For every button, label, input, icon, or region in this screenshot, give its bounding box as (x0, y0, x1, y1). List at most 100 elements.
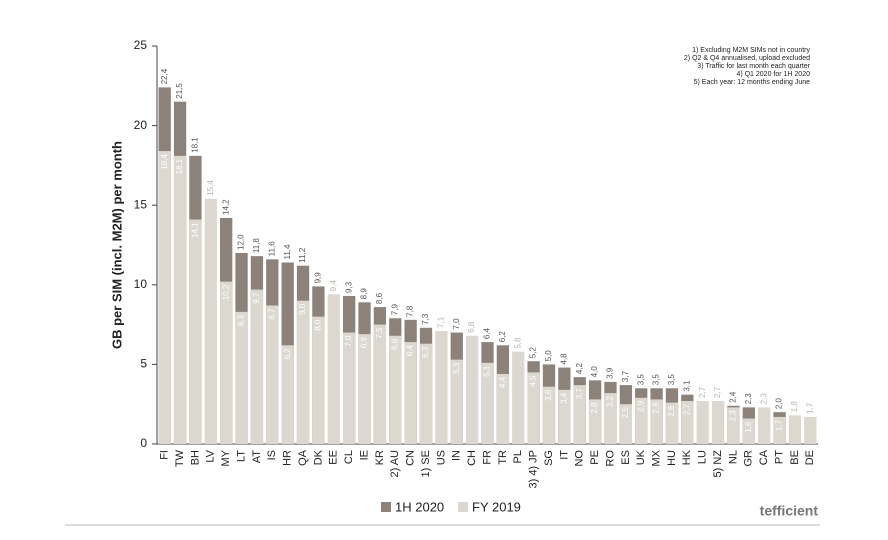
bar (220, 281, 233, 444)
x-tick-label: DK (312, 449, 324, 465)
x-tick-label: ES (620, 450, 632, 465)
value-label: 3,7 (575, 388, 584, 400)
value-label: 6,2 (498, 331, 507, 343)
value-label: 3,7 (621, 370, 630, 382)
value-label: 7,3 (421, 313, 430, 325)
value-label: 2,3 (729, 410, 738, 422)
x-tick-label: CL (343, 450, 355, 464)
x-tick-label: CA (758, 449, 770, 465)
value-label: 7,9 (390, 304, 399, 316)
value-label: 7,0 (452, 318, 461, 330)
value-label: 11,6 (267, 241, 276, 257)
value-label: 1,8 (790, 401, 799, 413)
bar (435, 330, 448, 444)
x-tick-label: 1) SE (420, 450, 432, 478)
value-label: 2,3 (744, 393, 753, 405)
bar (619, 404, 632, 444)
value-label: 21,5 (175, 83, 184, 99)
bar (696, 401, 709, 444)
value-label: 10,2 (221, 284, 230, 300)
value-label: 5,3 (452, 362, 461, 374)
bar (373, 324, 387, 444)
bar (266, 305, 279, 444)
bar (358, 334, 371, 444)
bar (681, 401, 694, 444)
value-label: 14,2 (221, 199, 230, 215)
value-label: 11,2 (298, 247, 307, 263)
x-tick-label: LU (697, 450, 709, 464)
x-tick-label: AT (251, 450, 263, 464)
bar (773, 416, 786, 444)
annotation: 4) Q1 2020 for 1H 2020 (736, 71, 810, 78)
annotation: 2) Q2 & Q4 annualised, upload excluded (684, 55, 810, 62)
bar (281, 345, 294, 444)
bar (189, 219, 202, 444)
annotation: 3) Traffic for last month each quarter (697, 63, 810, 70)
bar (204, 198, 217, 444)
value-label: 6,4 (483, 327, 492, 339)
value-label: 2,9 (636, 400, 645, 412)
y-tick-label: 15 (134, 197, 148, 211)
value-label: 9,9 (314, 272, 323, 284)
bar (465, 335, 479, 444)
value-label: 11,4 (283, 244, 292, 260)
value-label: 6,8 (390, 338, 399, 350)
value-label: 8,6 (375, 292, 384, 304)
value-label: 7,0 (344, 335, 353, 347)
value-label: 6,3 (421, 346, 430, 358)
bar (727, 407, 740, 444)
bar (758, 407, 771, 444)
bar (650, 399, 663, 444)
value-label: 6,4 (406, 345, 415, 357)
value-label: 5,2 (529, 347, 538, 359)
legend-label: 1H 2020 (395, 499, 444, 514)
bar (588, 399, 602, 444)
x-tick-label: LT (235, 450, 247, 462)
bar (450, 359, 463, 444)
bar (542, 386, 556, 444)
annotation: 5) Each year: 12 months ending June (694, 79, 810, 86)
y-tick-label: 5 (140, 357, 147, 371)
bar (711, 401, 725, 444)
value-label: 9,3 (344, 281, 353, 293)
y-axis-label: GB per SIM (incl. M2M) per month (109, 141, 124, 349)
x-tick-label: IN (451, 450, 463, 461)
value-label: 9,4 (329, 280, 338, 292)
x-tick-label: IT (558, 450, 570, 460)
annotation: 1) Excluding M2M SIMs not in country (692, 47, 810, 54)
value-label: 2,7 (682, 403, 691, 415)
x-tick-label: PE (589, 450, 601, 465)
x-tick-label: FI (159, 450, 171, 460)
bar (327, 294, 340, 444)
value-label: 12,0 (237, 234, 246, 250)
x-tick-label: US (435, 450, 447, 465)
value-label: 7,8 (406, 305, 415, 317)
x-tick-label: RO (604, 450, 616, 467)
value-label: 2,6 (667, 405, 676, 417)
x-tick-label: EE (328, 450, 340, 465)
value-label: 11,8 (252, 238, 261, 254)
x-tick-label: 2) AU (389, 450, 401, 478)
value-label: 6,9 (360, 337, 369, 349)
x-tick-label: MX (650, 449, 662, 466)
x-tick-label: TW (174, 449, 186, 467)
x-tick-label: IS (266, 450, 278, 460)
value-label: 7,1 (436, 316, 445, 328)
legend-swatch (458, 502, 468, 512)
x-tick-label: HU (666, 450, 678, 466)
value-label: 18,1 (191, 137, 200, 153)
bar (250, 289, 264, 444)
value-label: 15,4 (206, 180, 215, 196)
x-tick-label: SG (543, 450, 555, 466)
bar (558, 389, 571, 444)
brand: tefficient (760, 503, 819, 519)
x-tick-label: 5) NZ (712, 450, 724, 478)
bar (173, 155, 187, 444)
value-label: 4,2 (575, 362, 584, 374)
bar (635, 397, 648, 444)
value-label: 3,9 (606, 367, 615, 379)
bar (527, 372, 540, 444)
x-tick-label: UK (635, 449, 647, 465)
value-label: 7,5 (375, 327, 384, 339)
